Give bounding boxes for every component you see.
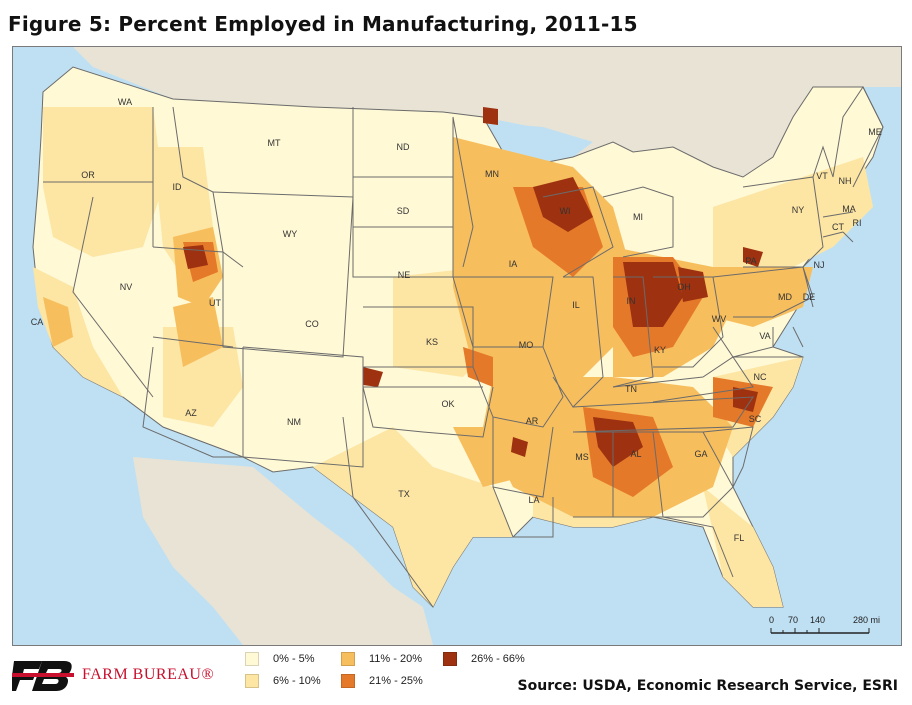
state-label-SC: SC <box>749 414 762 424</box>
state-label-GA: GA <box>694 449 707 459</box>
map-legend: 0% - 5% 6% - 10% 11% - 20% 21% - 25% 26%… <box>245 652 565 692</box>
farm-bureau-logo-text: FARM BUREAU® <box>82 666 215 683</box>
state-label-CO: CO <box>305 319 319 329</box>
state-label-LA: LA <box>528 495 539 505</box>
state-label-RI: RI <box>853 218 862 228</box>
state-label-AL: AL <box>630 449 641 459</box>
county-shading <box>33 107 873 607</box>
state-label-FL: FL <box>734 533 745 543</box>
state-label-KS: KS <box>426 337 438 347</box>
state-label-VA: VA <box>759 331 770 341</box>
legend-item: 0% - 5% <box>245 652 315 666</box>
state-label-WA: WA <box>118 97 132 107</box>
state-label-NC: NC <box>754 372 767 382</box>
legend-item: 6% - 10% <box>245 674 321 688</box>
state-borders <box>43 86 884 608</box>
state-label-SD: SD <box>397 206 410 216</box>
state-label-OH: OH <box>677 282 691 292</box>
legend-swatch <box>341 652 355 666</box>
farm-bureau-logo: FARM BUREAU® <box>12 656 214 694</box>
state-label-ME: ME <box>868 127 882 137</box>
state-label-MS: MS <box>575 452 589 462</box>
legend-swatch <box>245 674 259 688</box>
choropleth-map[interactable]: WA OR CA ID NV MT WY UT AZ CO NM ND SD N… <box>13 47 901 645</box>
state-label-UT: UT <box>209 298 221 308</box>
state-label-NE: NE <box>398 270 411 280</box>
state-label-MO: MO <box>519 340 534 350</box>
scale-tick-0: 0 <box>769 615 775 625</box>
state-label-OK: OK <box>441 399 454 409</box>
legend-swatch <box>245 652 259 666</box>
state-label-NJ: NJ <box>814 260 825 270</box>
state-label-KY: KY <box>654 345 666 355</box>
state-labels: WA OR CA ID NV MT WY UT AZ CO NM ND SD N… <box>31 97 882 543</box>
map-title: Figure 5: Percent Employed in Manufactur… <box>8 12 638 36</box>
state-label-WV: WV <box>712 314 727 324</box>
state-label-IL: IL <box>572 300 580 310</box>
state-label-ID: ID <box>173 182 183 192</box>
state-label-OR: OR <box>81 170 95 180</box>
scale-tick-140: 140 <box>810 615 826 625</box>
legend-swatch <box>443 652 457 666</box>
state-label-MT: MT <box>268 138 281 148</box>
scale-tick-70: 70 <box>788 615 799 625</box>
legend-label: 21% - 25% <box>369 675 423 687</box>
state-label-IA: IA <box>509 259 518 269</box>
legend-label: 26% - 66% <box>471 653 525 665</box>
scale-bar: 0 70 140 280 mi <box>755 615 895 641</box>
state-label-WY: WY <box>283 229 298 239</box>
state-label-CA: CA <box>31 317 44 327</box>
legend-label: 11% - 20% <box>369 653 422 665</box>
legend-item: 21% - 25% <box>341 674 423 688</box>
legend-swatch <box>341 674 355 688</box>
mexico-land <box>133 457 433 645</box>
legend-label: 6% - 10% <box>273 675 321 687</box>
state-label-TN: TN <box>625 384 637 394</box>
state-label-MN: MN <box>485 169 499 179</box>
state-label-PA: PA <box>745 256 756 266</box>
state-label-NV: NV <box>120 282 133 292</box>
state-label-TX: TX <box>398 489 410 499</box>
state-label-WI: WI <box>560 206 571 216</box>
legend-item: 11% - 20% <box>341 652 422 666</box>
farm-bureau-logo-icon <box>12 661 74 691</box>
state-label-MA: MA <box>842 204 856 214</box>
canada-land <box>13 47 901 177</box>
state-label-MD: MD <box>778 292 792 302</box>
state-label-CT: CT <box>832 222 844 232</box>
source-note: Source: USDA, Economic Research Service,… <box>517 678 898 694</box>
legend-label: 0% - 5% <box>273 653 315 665</box>
state-label-NM: NM <box>287 417 301 427</box>
state-label-MI: MI <box>633 212 643 222</box>
state-label-VT: VT <box>816 171 828 181</box>
legend-item: 26% - 66% <box>443 652 525 666</box>
scale-tick-280: 280 mi <box>853 615 881 625</box>
state-label-NY: NY <box>792 205 805 215</box>
state-label-DE: DE <box>803 292 816 302</box>
map-frame[interactable]: WA OR CA ID NV MT WY UT AZ CO NM ND SD N… <box>12 46 902 646</box>
state-label-ND: ND <box>397 142 410 152</box>
state-label-NH: NH <box>839 176 852 186</box>
state-label-AZ: AZ <box>185 408 197 418</box>
state-label-IN: IN <box>627 296 636 306</box>
state-label-AR: AR <box>526 416 539 426</box>
